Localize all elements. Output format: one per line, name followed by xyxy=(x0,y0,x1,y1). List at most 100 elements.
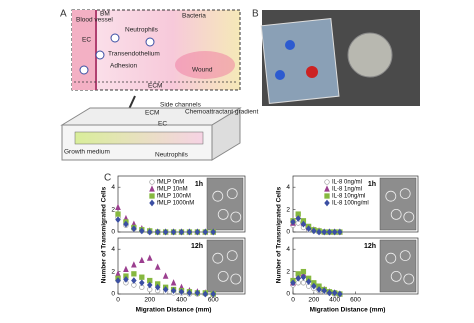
vessel xyxy=(72,10,96,90)
marker xyxy=(326,228,333,236)
x-tick-label: 200 xyxy=(308,297,319,304)
marker xyxy=(131,225,137,232)
marker xyxy=(146,281,153,289)
cell-outline xyxy=(390,270,402,282)
y-tick-label: 2 xyxy=(111,268,115,275)
marker xyxy=(305,278,312,286)
legend-label: IL-8 0ng/ml xyxy=(332,180,362,186)
marker xyxy=(154,228,161,236)
marker xyxy=(202,290,209,298)
legend-marker xyxy=(149,179,155,185)
micrograph xyxy=(206,177,244,231)
cell-outline xyxy=(399,250,411,262)
y-tick-label: 0 xyxy=(111,291,115,298)
cell xyxy=(110,33,120,43)
cell-outline xyxy=(403,211,415,223)
marker xyxy=(337,228,343,236)
label: ECM xyxy=(148,83,162,90)
label: BM xyxy=(100,11,110,18)
x-tick-label: 400 xyxy=(329,297,340,304)
cell-outline xyxy=(226,250,238,262)
marker xyxy=(131,277,137,284)
label: Adhesion xyxy=(110,63,137,70)
legend-label: IL-8 10ng/ml xyxy=(332,194,365,200)
cell-outline xyxy=(403,273,415,285)
marker xyxy=(305,225,312,232)
label: Transendothelium xyxy=(108,51,160,58)
panel-label: A xyxy=(60,9,67,20)
legend-marker xyxy=(149,193,155,199)
marker xyxy=(178,288,185,296)
marker xyxy=(316,228,322,236)
x-axis-label: Migration Distance (mm) xyxy=(136,307,212,314)
marker xyxy=(170,287,177,294)
label: Bacteria xyxy=(182,13,206,20)
legend-marker xyxy=(324,179,330,185)
marker xyxy=(115,203,121,211)
marker xyxy=(162,228,169,236)
marker xyxy=(331,228,338,236)
cell-outline xyxy=(217,270,229,282)
legend-marker xyxy=(149,199,155,207)
panel-label: C xyxy=(104,173,111,184)
cell-outline xyxy=(212,190,224,202)
marker xyxy=(300,220,307,228)
x-tick-label: 600 xyxy=(208,297,219,304)
label: Blood vessel xyxy=(76,17,113,24)
channel xyxy=(74,131,204,145)
legend-marker xyxy=(149,185,155,192)
label: Growth medium xyxy=(64,149,110,156)
marker xyxy=(154,283,161,291)
marker xyxy=(300,273,307,281)
marker xyxy=(131,261,137,268)
marker xyxy=(290,218,296,226)
subplot-title: 1h xyxy=(368,181,376,188)
marker xyxy=(115,277,121,284)
y-axis-label: Number of Transmigrated Cells xyxy=(101,186,108,283)
x-tick-label: 400 xyxy=(176,297,187,304)
marker xyxy=(337,290,343,298)
device-photo xyxy=(260,18,340,104)
marker xyxy=(170,279,177,286)
marker xyxy=(154,263,161,270)
marker xyxy=(202,228,209,236)
marker xyxy=(139,227,145,235)
marker xyxy=(146,228,153,236)
label: Side channels xyxy=(160,102,202,109)
cell-outline xyxy=(385,190,397,202)
y-tick-label: 4 xyxy=(286,184,290,191)
legend-marker xyxy=(324,185,330,192)
legend-marker xyxy=(324,199,330,207)
y-tick-label: 0 xyxy=(286,291,290,298)
cell-outline xyxy=(390,208,402,220)
marker xyxy=(311,227,317,235)
marker xyxy=(139,274,145,280)
marker xyxy=(326,289,333,297)
label: Wound xyxy=(192,67,213,74)
marker xyxy=(186,289,193,297)
y-tick-label: 4 xyxy=(111,184,115,191)
marker xyxy=(162,272,169,279)
cell-outline xyxy=(230,273,242,285)
y-axis-label: Number of Transmigrated Cells xyxy=(276,186,283,283)
marker xyxy=(316,286,322,293)
x-tick-label: 0 xyxy=(116,297,120,304)
y-tick-label: 0 xyxy=(286,229,290,236)
subplot-title: 1h xyxy=(195,181,203,188)
x-tick-label: 200 xyxy=(144,297,155,304)
cell xyxy=(95,50,105,60)
label: EC xyxy=(82,37,91,44)
cell xyxy=(145,37,155,47)
label: Chemoattractant gradient xyxy=(185,109,259,116)
marker xyxy=(194,289,201,297)
micrograph xyxy=(379,177,417,231)
y-tick-label: 2 xyxy=(286,268,290,275)
marker xyxy=(210,228,217,236)
subplot-title: 12h xyxy=(191,243,203,250)
wound-area xyxy=(175,51,235,79)
marker xyxy=(295,215,301,222)
marker xyxy=(321,287,328,294)
micrograph xyxy=(379,239,417,293)
